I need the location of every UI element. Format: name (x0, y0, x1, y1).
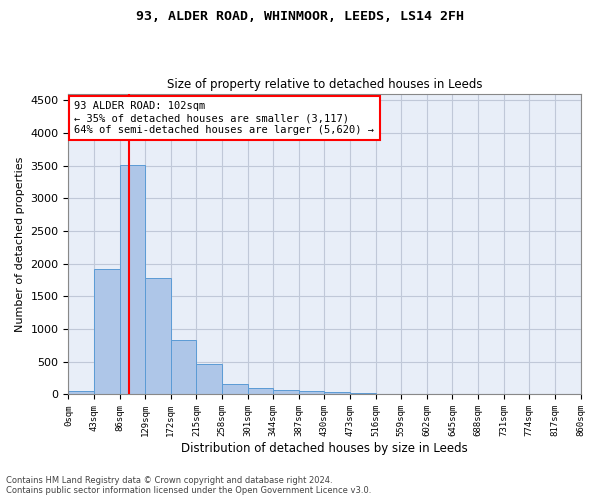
Text: 93 ALDER ROAD: 102sqm
← 35% of detached houses are smaller (3,117)
64% of semi-d: 93 ALDER ROAD: 102sqm ← 35% of detached … (74, 102, 374, 134)
Bar (145, 278, 171, 394)
Bar (273, 390, 299, 394)
Bar (119, 165, 145, 394)
Bar (350, 392, 376, 394)
Bar (248, 388, 273, 394)
Y-axis label: Number of detached properties: Number of detached properties (15, 156, 25, 332)
Bar (68, 391, 94, 394)
Bar (94, 269, 119, 394)
Bar (222, 384, 248, 394)
Text: 93, ALDER ROAD, WHINMOOR, LEEDS, LS14 2FH: 93, ALDER ROAD, WHINMOOR, LEEDS, LS14 2F… (136, 10, 464, 23)
Bar (299, 391, 325, 394)
Bar (171, 340, 196, 394)
Bar (196, 364, 222, 394)
Title: Size of property relative to detached houses in Leeds: Size of property relative to detached ho… (167, 78, 482, 91)
X-axis label: Distribution of detached houses by size in Leeds: Distribution of detached houses by size … (181, 442, 468, 455)
Text: Contains HM Land Registry data © Crown copyright and database right 2024.
Contai: Contains HM Land Registry data © Crown c… (6, 476, 371, 495)
Bar (325, 392, 350, 394)
